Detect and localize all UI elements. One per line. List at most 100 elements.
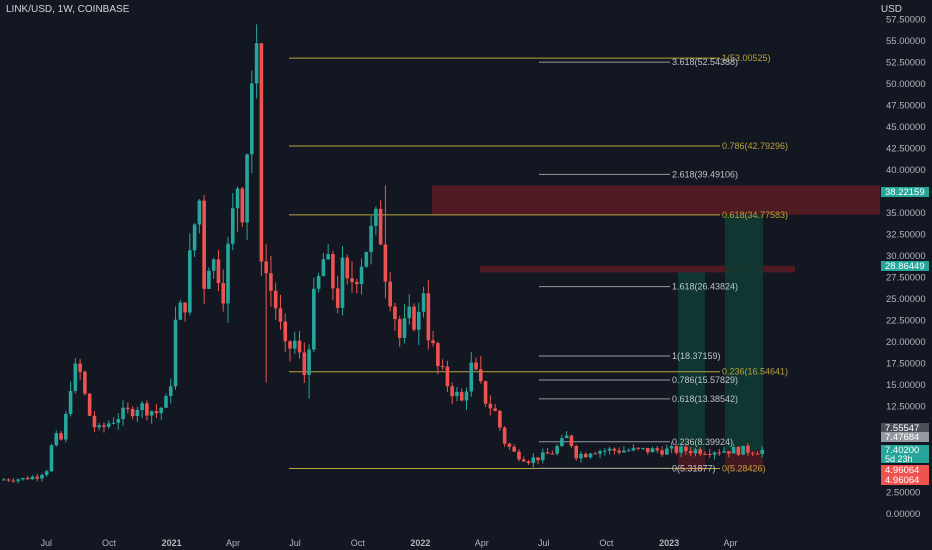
candle-body <box>135 409 140 417</box>
candle-body <box>269 273 273 291</box>
candle-body <box>722 451 726 453</box>
candle-body <box>259 43 264 262</box>
long-position-zone <box>678 272 705 451</box>
candle-body <box>335 288 340 308</box>
candle-body <box>598 451 602 454</box>
candle-body <box>6 479 11 481</box>
candle-body <box>292 340 297 349</box>
time-axis[interactable]: Jul Oct 2021 Apr Jul Oct 2022 Apr Jul Oct 2023 Apr <box>41 538 738 548</box>
candle-body <box>197 200 202 225</box>
candle-body <box>502 427 507 444</box>
fib-label-gray: 0.618(13.38542) <box>672 394 738 404</box>
candle-body <box>636 447 641 449</box>
candle-body <box>684 446 688 452</box>
time-tick-label: 2021 <box>162 538 182 548</box>
candle-body <box>264 261 268 274</box>
candle-body <box>760 449 765 454</box>
candle-body <box>288 341 292 349</box>
candle-body <box>703 453 707 455</box>
candle-body <box>655 448 660 451</box>
candle-body <box>507 443 512 447</box>
price-tick-label: 45.00000 <box>886 122 926 133</box>
time-tick-label: Jul <box>41 538 53 548</box>
candle-body <box>521 459 526 462</box>
fib-label-gray: 1.618(26.43824) <box>672 282 738 292</box>
candle-body <box>111 422 116 424</box>
candle-body <box>736 446 741 455</box>
time-tick-label: Oct <box>351 538 366 548</box>
price-tick-label: 50.00000 <box>886 79 926 90</box>
time-tick-label: Jul <box>538 538 550 548</box>
fib-label-gray: 3.618(52.54388) <box>672 57 738 67</box>
candle-body <box>350 278 354 282</box>
candle-body <box>569 435 574 446</box>
candle-body <box>164 395 168 408</box>
candle-body <box>450 386 454 397</box>
candle-body <box>631 447 636 451</box>
candle-body <box>221 283 226 304</box>
candle-body <box>588 453 593 458</box>
candle-body <box>531 457 536 463</box>
resistance-zone-lower <box>480 265 795 273</box>
candle-body <box>149 411 154 416</box>
candle-body <box>412 306 416 330</box>
price-badge-text: 4.96064 <box>885 475 919 486</box>
candle-body <box>479 369 483 382</box>
candle-body <box>440 366 445 368</box>
fib-label-gold: 1(53.00525) <box>722 53 771 63</box>
candle-body <box>550 453 555 455</box>
price-badge-text: 7.47684 <box>885 432 919 443</box>
time-tick-label: Apr <box>226 538 240 548</box>
candle-body <box>698 449 703 454</box>
candle-body <box>302 352 307 375</box>
candle-body <box>354 281 359 284</box>
candle-body <box>579 453 583 459</box>
candle-body <box>2 479 6 481</box>
candle-body <box>16 479 20 482</box>
candle-body <box>250 83 254 155</box>
time-tick-label: Oct <box>102 538 117 548</box>
candle-body <box>154 411 159 414</box>
candle-body <box>607 448 612 451</box>
candle-body <box>445 366 450 387</box>
candle-body <box>498 410 502 428</box>
candle-body <box>307 349 311 375</box>
candle-body <box>378 208 383 245</box>
candle-body <box>388 281 392 307</box>
candle-body <box>421 293 426 312</box>
candle-body <box>488 403 493 409</box>
candle-body <box>436 343 440 367</box>
stop-zone <box>678 450 705 471</box>
resistance-zone-upper <box>432 185 880 215</box>
price-tick-label: 0.00000 <box>886 509 920 520</box>
candle-body <box>545 452 550 454</box>
candle-body <box>40 474 44 479</box>
price-badge-text: 7.40200 <box>885 445 919 456</box>
candle-body <box>464 391 469 401</box>
candle-body <box>560 438 564 447</box>
candle-body <box>178 302 183 320</box>
candle-body <box>717 452 722 454</box>
candle-body <box>383 244 388 282</box>
price-tick-label: 55.00000 <box>886 36 926 47</box>
price-tick-label: 40.00000 <box>886 165 926 176</box>
candle-body <box>483 381 488 404</box>
candle-body <box>126 407 130 410</box>
fib-label-gray: 2.618(39.49106) <box>672 169 738 179</box>
candle-body <box>145 403 149 416</box>
resistance-zones <box>432 185 880 471</box>
candle-body <box>188 250 192 313</box>
candle-body <box>727 451 731 454</box>
candle-body <box>297 340 302 353</box>
time-tick-label: Apr <box>475 538 489 548</box>
candle-body <box>321 259 326 277</box>
fibonacci-levels: 1(53.00525) 0.786(42.79296) 0.618(34.77583… <box>289 53 788 474</box>
price-badge-text: 38.22159 <box>885 187 925 198</box>
candle-body <box>340 257 345 308</box>
candle-body <box>326 254 330 260</box>
candle-body <box>140 403 144 410</box>
candle-body <box>331 254 335 289</box>
candle-body <box>593 453 598 455</box>
